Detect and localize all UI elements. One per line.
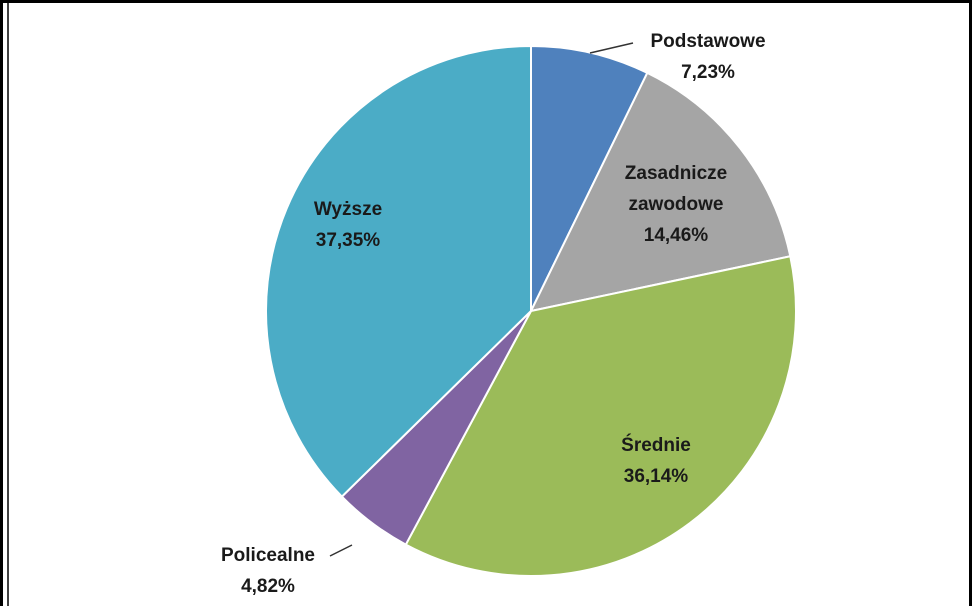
label-category: Podstawowe (650, 31, 766, 52)
label-value: 4,82% (241, 576, 295, 597)
pie-slice (265, 44, 532, 499)
label-category: Policealne (221, 545, 315, 566)
label-value: 7,23% (681, 62, 735, 83)
label-value: 36,14% (623, 466, 689, 487)
pie-slice (404, 255, 797, 577)
pie-slice (529, 71, 792, 313)
data-label: Podstawowe 7,23% (618, 26, 798, 88)
data-label: Średnie 36,14% (566, 430, 746, 492)
leader-line (589, 42, 634, 54)
label-value: 37,35% (315, 230, 381, 251)
label-category: Zasadnicze zawodowe (624, 163, 728, 215)
data-label: Wyższe 37,35% (258, 194, 438, 256)
label-category: Średnie (621, 435, 691, 456)
leader-line (329, 544, 353, 557)
label-category: Wyższe (313, 199, 383, 220)
label-value: 14,46% (643, 225, 709, 246)
data-label: Zasadnicze zawodowe 14,46% (596, 158, 756, 251)
data-label: Policealne 4,82% (178, 540, 358, 602)
